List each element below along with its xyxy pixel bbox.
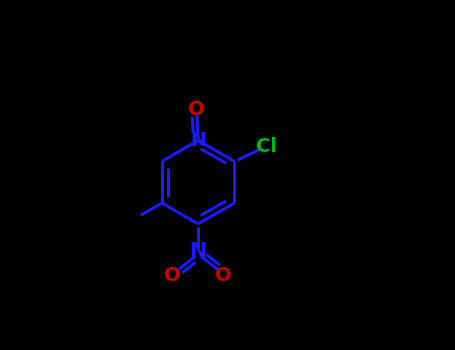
Text: O: O: [188, 100, 205, 119]
Text: Cl: Cl: [256, 137, 277, 156]
Text: O: O: [216, 266, 232, 285]
Text: N: N: [189, 242, 207, 262]
Text: N: N: [190, 131, 206, 150]
Text: O: O: [164, 266, 181, 285]
